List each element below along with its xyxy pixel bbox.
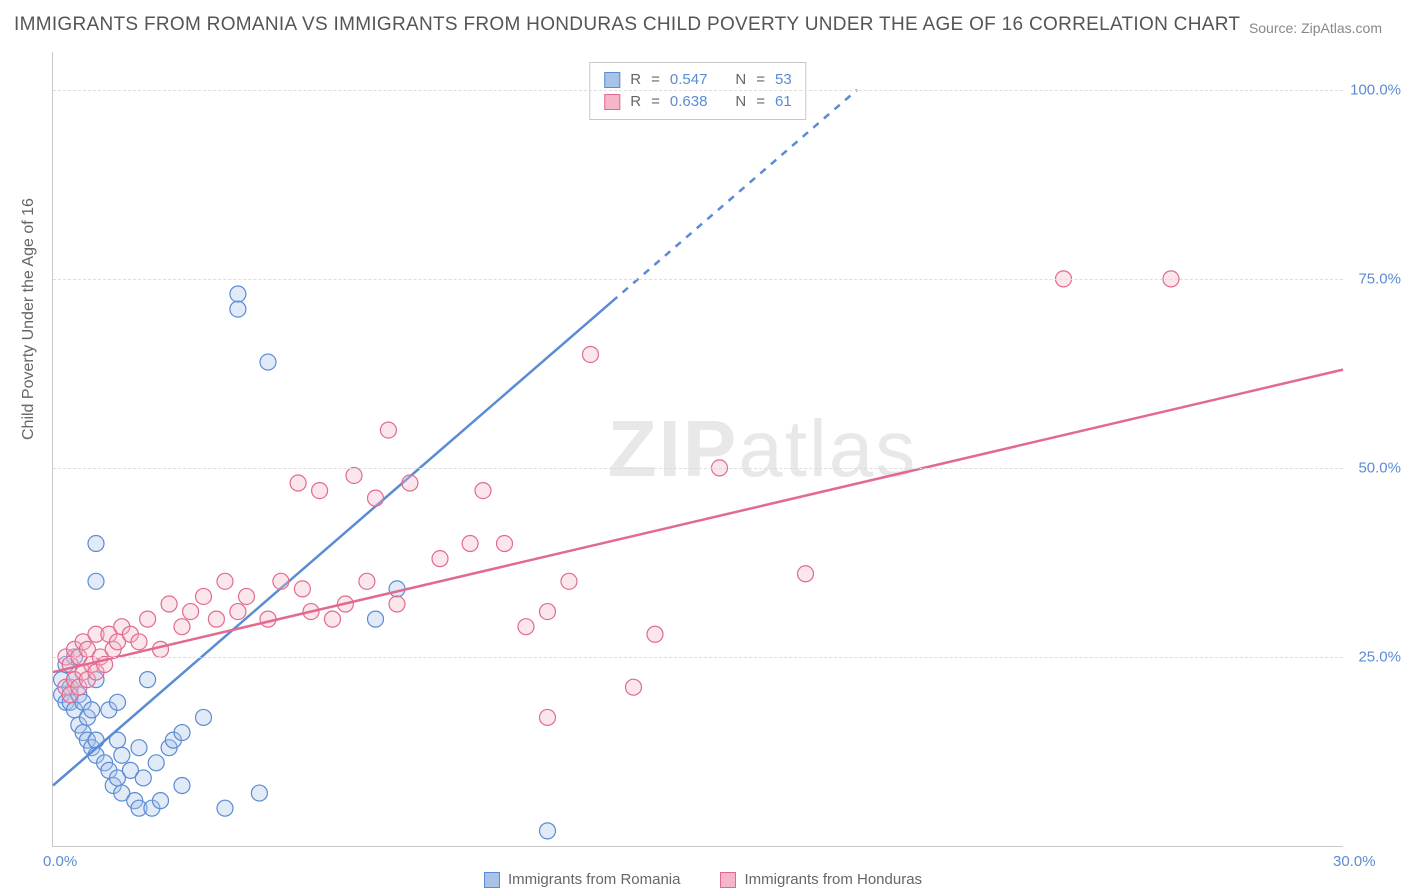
r-value-honduras: 0.638 xyxy=(670,91,708,113)
scatter-svg xyxy=(53,52,1343,846)
data-point xyxy=(475,483,491,499)
n-label: N xyxy=(735,69,746,91)
data-point xyxy=(174,778,190,794)
legend-item-romania: Immigrants from Romania xyxy=(484,871,681,888)
r-label: R xyxy=(630,69,641,91)
ytick-label: 100.0% xyxy=(1350,81,1401,98)
data-point xyxy=(88,536,104,552)
data-point xyxy=(273,573,289,589)
data-point xyxy=(230,301,246,317)
data-point xyxy=(88,573,104,589)
xtick-label: 30.0% xyxy=(1333,853,1376,870)
data-point xyxy=(380,422,396,438)
data-point xyxy=(230,604,246,620)
chart-plot-area: ZIPatlas R = 0.547 N = 53 R = 0.638 N = … xyxy=(52,52,1343,847)
data-point xyxy=(402,475,418,491)
data-point xyxy=(239,588,255,604)
data-point xyxy=(196,588,212,604)
data-point xyxy=(131,740,147,756)
xtick-label: 0.0% xyxy=(43,853,77,870)
stats-row-honduras: R = 0.638 N = 61 xyxy=(604,91,791,113)
data-point xyxy=(561,573,577,589)
data-point xyxy=(290,475,306,491)
data-point xyxy=(359,573,375,589)
data-point xyxy=(518,619,534,635)
data-point xyxy=(84,702,100,718)
y-axis-label: Child Poverty Under the Age of 16 xyxy=(20,198,38,440)
data-point xyxy=(432,551,448,567)
equals: = xyxy=(651,91,660,113)
legend: Immigrants from Romania Immigrants from … xyxy=(0,871,1406,888)
data-point xyxy=(251,785,267,801)
n-value-honduras: 61 xyxy=(775,91,792,113)
legend-item-honduras: Immigrants from Honduras xyxy=(720,871,922,888)
data-point xyxy=(88,732,104,748)
ytick-label: 50.0% xyxy=(1358,459,1401,476)
data-point xyxy=(497,536,513,552)
data-point xyxy=(131,634,147,650)
data-point xyxy=(174,725,190,741)
swatch-romania xyxy=(604,72,620,88)
data-point xyxy=(135,770,151,786)
data-point xyxy=(183,604,199,620)
legend-swatch-honduras xyxy=(720,872,736,888)
data-point xyxy=(161,596,177,612)
data-point xyxy=(325,611,341,627)
data-point xyxy=(217,573,233,589)
ytick-label: 25.0% xyxy=(1358,648,1401,665)
gridline xyxy=(53,657,1343,658)
data-point xyxy=(626,679,642,695)
data-point xyxy=(140,611,156,627)
equals: = xyxy=(756,91,765,113)
data-point xyxy=(114,747,130,763)
gridline xyxy=(53,468,1343,469)
data-point xyxy=(312,483,328,499)
ytick-label: 75.0% xyxy=(1358,270,1401,287)
data-point xyxy=(294,581,310,597)
r-value-romania: 0.547 xyxy=(670,69,708,91)
data-point xyxy=(148,755,164,771)
equals: = xyxy=(651,69,660,91)
data-point xyxy=(368,490,384,506)
chart-title: IMMIGRANTS FROM ROMANIA VS IMMIGRANTS FR… xyxy=(14,14,1240,36)
data-point xyxy=(540,823,556,839)
data-point xyxy=(540,709,556,725)
trend-line-extrapolated xyxy=(612,90,857,302)
data-point xyxy=(110,694,126,710)
data-point xyxy=(208,611,224,627)
data-point xyxy=(260,354,276,370)
data-point xyxy=(153,793,169,809)
data-point xyxy=(798,566,814,582)
gridline xyxy=(53,279,1343,280)
data-point xyxy=(647,626,663,642)
data-point xyxy=(346,467,362,483)
swatch-honduras xyxy=(604,94,620,110)
legend-swatch-romania xyxy=(484,872,500,888)
n-label: N xyxy=(735,91,746,113)
data-point xyxy=(196,709,212,725)
source-attribution: Source: ZipAtlas.com xyxy=(1249,20,1382,36)
gridline xyxy=(53,90,1343,91)
legend-label-honduras: Immigrants from Honduras xyxy=(744,871,922,888)
n-value-romania: 53 xyxy=(775,69,792,91)
data-point xyxy=(230,286,246,302)
data-point xyxy=(140,672,156,688)
trend-line xyxy=(53,370,1343,672)
data-point xyxy=(217,800,233,816)
data-point xyxy=(174,619,190,635)
equals: = xyxy=(756,69,765,91)
data-point xyxy=(462,536,478,552)
data-point xyxy=(368,611,384,627)
r-label: R xyxy=(630,91,641,113)
stats-row-romania: R = 0.547 N = 53 xyxy=(604,69,791,91)
data-point xyxy=(540,604,556,620)
legend-label-romania: Immigrants from Romania xyxy=(508,871,681,888)
correlation-stats-box: R = 0.547 N = 53 R = 0.638 N = 61 xyxy=(589,62,806,120)
data-point xyxy=(389,596,405,612)
data-point xyxy=(583,346,599,362)
trend-line xyxy=(53,302,612,786)
